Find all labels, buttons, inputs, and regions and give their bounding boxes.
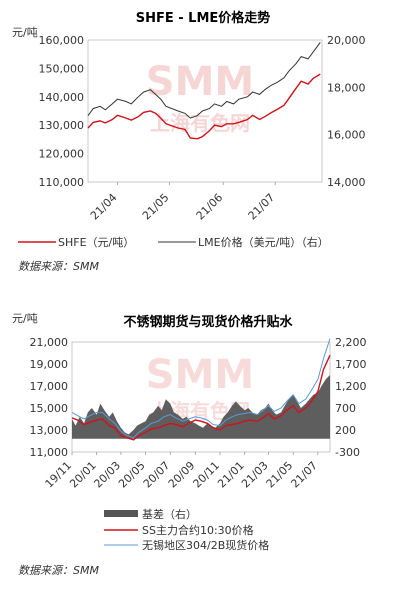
y-right-tick-label: 200 bbox=[335, 424, 356, 437]
x-tick-label: 21/07 bbox=[246, 191, 278, 223]
y-right-tick-label: 18,000 bbox=[327, 81, 366, 94]
watermark: SMM 上海有色网 bbox=[146, 59, 254, 135]
series-area-0 bbox=[72, 375, 330, 439]
y-right-tick-label: 1,200 bbox=[335, 380, 367, 393]
y-left-tick-label: 160,000 bbox=[39, 34, 85, 47]
watermark-text: 上海有色网 bbox=[150, 111, 250, 135]
legend-label-basis: 基差（右） bbox=[142, 507, 197, 521]
legend: SHFE（元/吨） LME价格（美元/吨）（右） bbox=[18, 235, 329, 249]
y-left-tick-label: 110,000 bbox=[39, 176, 85, 189]
y-left-tick-label: 15,000 bbox=[30, 402, 69, 415]
legend-swatch-basis bbox=[104, 510, 138, 517]
x-tick-label: 21/06 bbox=[194, 191, 226, 223]
y-right-tick-label: 14,000 bbox=[327, 176, 366, 189]
watermark-logo: SMM bbox=[146, 59, 254, 105]
y-left-tick-label: 140,000 bbox=[39, 91, 85, 104]
x-tick-label: 21/05 bbox=[140, 191, 172, 223]
x-tick-label: 20/05 bbox=[116, 459, 148, 491]
y-left-tick-label: 130,000 bbox=[39, 119, 85, 132]
x-tick-label: 21/01 bbox=[215, 459, 247, 491]
y-left-tick-label: 17,000 bbox=[30, 380, 69, 393]
y-left-tick-label: 11,000 bbox=[30, 446, 69, 459]
x-tick-label: 20/11 bbox=[191, 459, 223, 491]
x-tick-label: 21/03 bbox=[239, 459, 271, 491]
data-source: 数据来源：SMM bbox=[18, 260, 99, 273]
series-line-1 bbox=[87, 42, 321, 119]
data-source: 数据来源：SMM bbox=[18, 564, 99, 577]
chart-title: 不锈钢期货与现货价格升贴水 bbox=[123, 314, 293, 330]
x-tick-label: 19/11 bbox=[43, 459, 75, 491]
legend-label-lme: LME价格（美元/吨）（右） bbox=[198, 235, 329, 249]
chart-stainless-basis: 不锈钢期货与现货价格升贴水 元/吨 SMM 上海有色网 21,00019,000… bbox=[12, 312, 367, 577]
y-left-tick-label: 21,000 bbox=[30, 336, 69, 349]
y-right-tick-label: 700 bbox=[335, 402, 356, 415]
y-left-tick-label: 150,000 bbox=[39, 62, 85, 75]
x-tick-label: 20/03 bbox=[91, 459, 123, 491]
chart-title: SHFE - LME价格走势 bbox=[136, 10, 271, 26]
legend-label-ss-futures: SS主力合约10:30价格 bbox=[142, 523, 254, 537]
x-tick-label: 20/07 bbox=[141, 459, 173, 491]
x-tick-label: 21/04 bbox=[88, 191, 120, 223]
y-right-tick-label: 20,000 bbox=[327, 34, 366, 47]
left-axis-unit: 元/吨 bbox=[12, 26, 38, 39]
legend-label-shfe: SHFE（元/吨） bbox=[58, 236, 134, 249]
legend-label-wuxi-spot: 无锡地区304/2B现货价格 bbox=[142, 538, 269, 552]
chart-shfe-lme: SHFE - LME价格走势 元/吨 SMM 上海有色网 160,000 150,… bbox=[12, 10, 366, 273]
x-tick-label: 20/09 bbox=[166, 459, 198, 491]
x-tick-label: 21/07 bbox=[288, 459, 320, 491]
y-right-tick-label: -300 bbox=[335, 446, 360, 459]
series-line-2 bbox=[71, 338, 331, 439]
x-tick-label: 20/01 bbox=[67, 459, 99, 491]
series-line-1 bbox=[71, 354, 331, 441]
series-line-0 bbox=[87, 73, 321, 140]
left-axis-unit: 元/吨 bbox=[12, 312, 38, 325]
y-right-tick-label: 1,700 bbox=[335, 358, 367, 371]
y-right-tick-label: 16,000 bbox=[327, 129, 366, 142]
chart-panel-stainless-basis: 不锈钢期货与现货价格升贴水 元/吨 SMM 上海有色网 21,000 19,000… bbox=[0, 300, 406, 590]
legend: 基差（右） SS主力合约10:30价格 无锡地区304/2B现货价格 bbox=[104, 507, 269, 552]
y-left-tick-label: 19,000 bbox=[30, 358, 69, 371]
plot-frame bbox=[87, 39, 323, 183]
y-left-tick-label: 13,000 bbox=[30, 424, 69, 437]
watermark-logo: SMM bbox=[146, 352, 254, 398]
y-right-tick-label: 2,200 bbox=[335, 336, 367, 349]
chart-panel-shfe-lme: SHFE - LME价格走势 元/吨 SMM 上海有色网 160,000 150,… bbox=[0, 0, 406, 285]
x-tick-label: 21/05 bbox=[264, 459, 296, 491]
y-left-tick-label: 120,000 bbox=[39, 148, 85, 161]
